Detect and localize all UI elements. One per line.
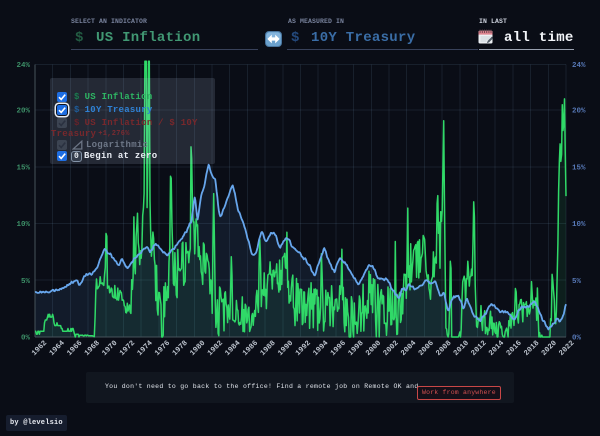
svg-text:20%: 20% (572, 108, 586, 116)
svg-text:1978: 1978 (171, 339, 190, 358)
svg-text:10%: 10% (572, 221, 586, 229)
svg-text:2016: 2016 (505, 339, 524, 358)
svg-text:15%: 15% (572, 164, 586, 172)
svg-text:2020: 2020 (540, 339, 559, 358)
svg-text:24%: 24% (572, 62, 586, 70)
svg-text:10%: 10% (16, 221, 30, 229)
svg-text:0%: 0% (572, 335, 582, 343)
svg-text:1986: 1986 (242, 339, 261, 358)
svg-text:2002: 2002 (382, 339, 401, 358)
svg-text:1990: 1990 (277, 339, 296, 358)
svg-text:1964: 1964 (48, 339, 67, 358)
svg-text:2018: 2018 (523, 339, 542, 358)
svg-text:1972: 1972 (119, 339, 138, 358)
svg-text:0%: 0% (21, 335, 31, 343)
svg-text:5%: 5% (21, 278, 31, 286)
svg-text:15%: 15% (16, 164, 30, 172)
svg-text:2014: 2014 (488, 339, 507, 358)
svg-text:2000: 2000 (365, 339, 384, 358)
svg-text:1982: 1982 (207, 339, 226, 358)
svg-text:1994: 1994 (312, 339, 331, 358)
svg-text:1968: 1968 (83, 339, 102, 358)
svg-text:1992: 1992 (294, 339, 313, 358)
svg-text:2012: 2012 (470, 339, 489, 358)
svg-text:2010: 2010 (453, 339, 472, 358)
svg-text:24%: 24% (16, 62, 30, 70)
svg-text:1976: 1976 (154, 339, 173, 358)
svg-text:1962: 1962 (31, 339, 50, 358)
svg-text:1966: 1966 (66, 339, 85, 358)
svg-text:1974: 1974 (136, 339, 155, 358)
svg-text:1980: 1980 (189, 339, 208, 358)
svg-text:2004: 2004 (400, 339, 419, 358)
svg-text:2008: 2008 (435, 339, 454, 358)
svg-text:2006: 2006 (417, 339, 436, 358)
svg-text:5%: 5% (572, 278, 582, 286)
svg-text:20%: 20% (16, 108, 30, 116)
svg-text:1988: 1988 (259, 339, 278, 358)
svg-text:1970: 1970 (101, 339, 120, 358)
svg-text:1996: 1996 (330, 339, 349, 358)
svg-text:1998: 1998 (347, 339, 366, 358)
svg-text:1984: 1984 (224, 339, 243, 358)
